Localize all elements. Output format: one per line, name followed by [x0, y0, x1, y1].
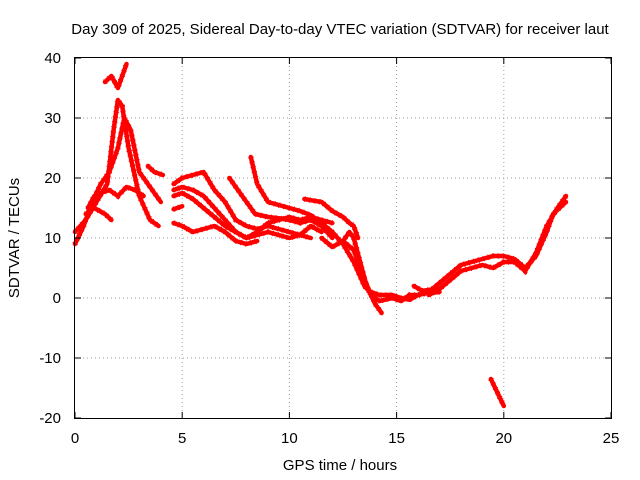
chart-title: Day 309 of 2025, Sidereal Day-to-day VTE…: [71, 21, 609, 38]
x-tick-label: 15: [388, 430, 405, 447]
series-line: [171, 190, 335, 241]
series-markers: [103, 63, 130, 95]
x-axis-label: GPS time / hours: [283, 457, 397, 474]
series-trace-20: [426, 193, 569, 298]
series-markers: [72, 110, 164, 246]
series-trace-17: [368, 289, 442, 303]
x-tick-label: 25: [603, 430, 620, 447]
series-markers: [172, 168, 323, 239]
series-markers: [427, 194, 569, 298]
x-tick-label: 20: [495, 430, 512, 447]
series-trace-13: [248, 154, 378, 301]
series-markers: [341, 238, 441, 305]
series-markers: [172, 184, 312, 241]
series-trace-3: [102, 61, 130, 95]
series-trace-15: [319, 227, 384, 316]
y-tick-label: -20: [39, 410, 61, 427]
plot-frame: [74, 57, 612, 419]
series-trace-12: [227, 175, 335, 241]
series-line: [171, 220, 260, 247]
series-trace-9: [171, 189, 335, 242]
data-traces: [72, 61, 569, 409]
series-line: [488, 376, 507, 409]
y-tick-label: 10: [44, 230, 61, 247]
series-markers: [369, 289, 440, 303]
series-trace-5: [83, 204, 114, 223]
series-line: [248, 154, 378, 301]
x-tick-label: 10: [281, 430, 298, 447]
x-tick-label: 5: [178, 430, 186, 447]
axis-ticks: [74, 57, 612, 419]
series-markers: [319, 227, 384, 315]
y-tick-label: 20: [44, 170, 61, 187]
series-line: [171, 203, 185, 212]
y-tick-label: 30: [44, 110, 61, 127]
series-trace-21: [488, 376, 507, 409]
series-trace-6: [145, 163, 166, 178]
y-tick-label: 40: [44, 50, 61, 67]
y-tick-label: 0: [53, 290, 61, 307]
y-tick-label: -10: [39, 350, 61, 367]
series-markers: [84, 204, 114, 223]
x-tick-label: 0: [71, 430, 79, 447]
series-trace-14: [302, 196, 361, 241]
series-markers: [85, 183, 146, 210]
series-trace-1: [72, 110, 164, 247]
series-markers: [227, 176, 335, 240]
series-line: [145, 163, 166, 178]
y-axis-label: SDTVAR / TECUs: [6, 178, 23, 298]
series-trace-10: [171, 220, 260, 247]
tick-labels: 0 5 10 15 20 25 -20 -10 0 10 20 30 40: [39, 50, 619, 447]
series-trace-4: [85, 183, 146, 211]
series-line: [302, 196, 361, 241]
series-trace-11: [171, 203, 185, 212]
